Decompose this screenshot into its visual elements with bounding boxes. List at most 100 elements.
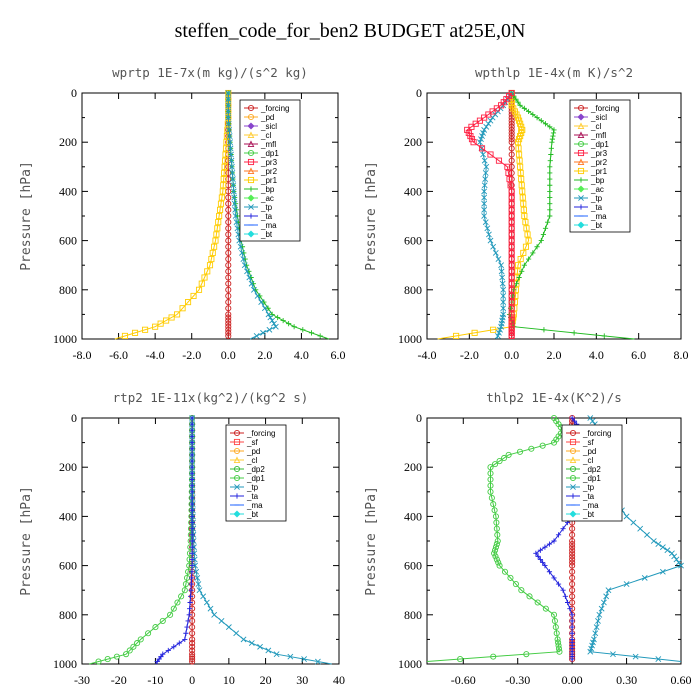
data-point_ta: [189, 507, 195, 513]
data-point_tp: [228, 151, 234, 158]
data-point_pr1: [516, 136, 523, 143]
y-tick-label: 0: [71, 86, 77, 100]
data-point_pr1: [518, 123, 525, 130]
data-point_forcing: [225, 299, 232, 306]
data-point_bp: [542, 121, 549, 127]
data-point_pr3: [508, 317, 515, 324]
data-point_forcing: [225, 286, 232, 293]
legend-entry: _bt: [260, 230, 273, 239]
data-point_pr1: [185, 299, 192, 306]
data-point_forcing: [225, 326, 232, 333]
data-point_ta: [569, 630, 575, 636]
data-point_pr3: [508, 219, 515, 226]
data-point_pr3: [498, 102, 505, 109]
data-point_dp1: [95, 658, 102, 665]
data-point_ta: [176, 640, 182, 646]
data-point_pr1: [514, 114, 522, 121]
data-point_bp: [547, 207, 553, 213]
data-point_pr1: [508, 99, 515, 106]
data-point_pr1: [471, 329, 478, 336]
data-point_forcing: [189, 656, 196, 663]
data-point_ta: [189, 489, 195, 495]
legend-marker: [247, 167, 255, 175]
data-point_forcing: [569, 544, 576, 551]
data-point_forcing: [508, 123, 515, 130]
data-point_tp: [218, 618, 225, 624]
data-point_tp: [587, 648, 594, 655]
data-point_tp: [479, 133, 485, 139]
data-point_tp: [623, 513, 630, 520]
y-tick-label: 200: [404, 460, 422, 474]
y-tick-label: 0: [416, 411, 422, 425]
legend-marker: [247, 158, 255, 166]
data-point_tp: [248, 280, 255, 287]
data-point_dp1: [493, 541, 500, 548]
x-tick-label: 8.0: [674, 348, 689, 362]
data-point_tp: [226, 126, 233, 133]
data-point_pr3: [481, 114, 488, 121]
data-point_pr1: [168, 314, 175, 321]
data-point_dp1: [170, 605, 177, 612]
data-point_tp: [225, 90, 232, 96]
legend-marker: [234, 484, 240, 490]
data-point_bp: [549, 136, 556, 142]
legend-marker: [577, 149, 585, 157]
data-point_pr3: [493, 105, 500, 112]
data-point_ta: [182, 636, 188, 642]
data-point_pr3: [508, 268, 515, 275]
data-point_dp1: [487, 488, 494, 495]
data-point_tp: [671, 553, 678, 560]
data-point_ta: [189, 550, 195, 556]
data-point_bp: [519, 268, 525, 274]
data-point_pr3: [508, 320, 515, 327]
data-point_pr1: [152, 323, 159, 330]
data-point_tp: [494, 333, 501, 339]
data-point_tp: [193, 568, 200, 575]
data-point_pr1: [220, 176, 227, 183]
data-point_pr1: [518, 182, 525, 189]
data-point_bp: [547, 194, 553, 201]
data-point_forcing: [508, 117, 515, 124]
x-tick-label: 2.0: [547, 348, 562, 362]
data-point_ta: [189, 513, 195, 519]
series-line_pr3: [466, 92, 513, 339]
legend-entry: _pd: [246, 447, 260, 456]
y-axis-label: Pressure [hPa]: [19, 486, 34, 596]
data-point_tp: [482, 176, 489, 183]
data-point_tp: [271, 320, 277, 327]
legend-entry: _sf: [246, 438, 258, 447]
data-point_dp1: [490, 653, 497, 660]
data-point_tp: [487, 237, 494, 244]
data-point_ta: [186, 612, 192, 618]
data-point_dp1: [542, 605, 549, 612]
data-point_tp: [610, 651, 616, 658]
data-point_pr3: [508, 249, 515, 256]
data-point_dp1: [487, 464, 494, 471]
data-point_ta: [189, 556, 195, 563]
data-point_pr3: [508, 225, 515, 232]
data-point_dp1: [457, 656, 464, 663]
data-point_forcing: [569, 550, 576, 557]
data-point_dp1: [555, 642, 562, 649]
data-point_pr3: [508, 323, 515, 330]
panel-title: rtp2 1E-11x(kg^2)/(kg^2 s): [113, 390, 309, 405]
data-point_forcing: [189, 630, 196, 637]
data-point_forcing: [569, 581, 576, 588]
data-point_bp: [233, 201, 239, 207]
data-point_tp: [487, 117, 494, 124]
data-point_pr1: [508, 102, 515, 109]
data-point_forcing: [569, 574, 576, 581]
data-point_bp: [517, 102, 523, 108]
data-point_pr1: [519, 126, 526, 133]
data-point_tp: [480, 130, 487, 136]
data-point_tp: [253, 333, 260, 339]
data-point_tp: [644, 531, 650, 538]
y-tick-label: 1000: [398, 657, 422, 671]
legend-marker: [247, 104, 255, 112]
data-point_tp: [240, 636, 247, 643]
legend-entry: _dp1: [246, 474, 265, 483]
y-tick-label: 800: [59, 608, 77, 622]
data-point_ta: [562, 593, 568, 599]
data-point_pr1: [510, 105, 517, 112]
data-point_tp: [260, 329, 266, 336]
